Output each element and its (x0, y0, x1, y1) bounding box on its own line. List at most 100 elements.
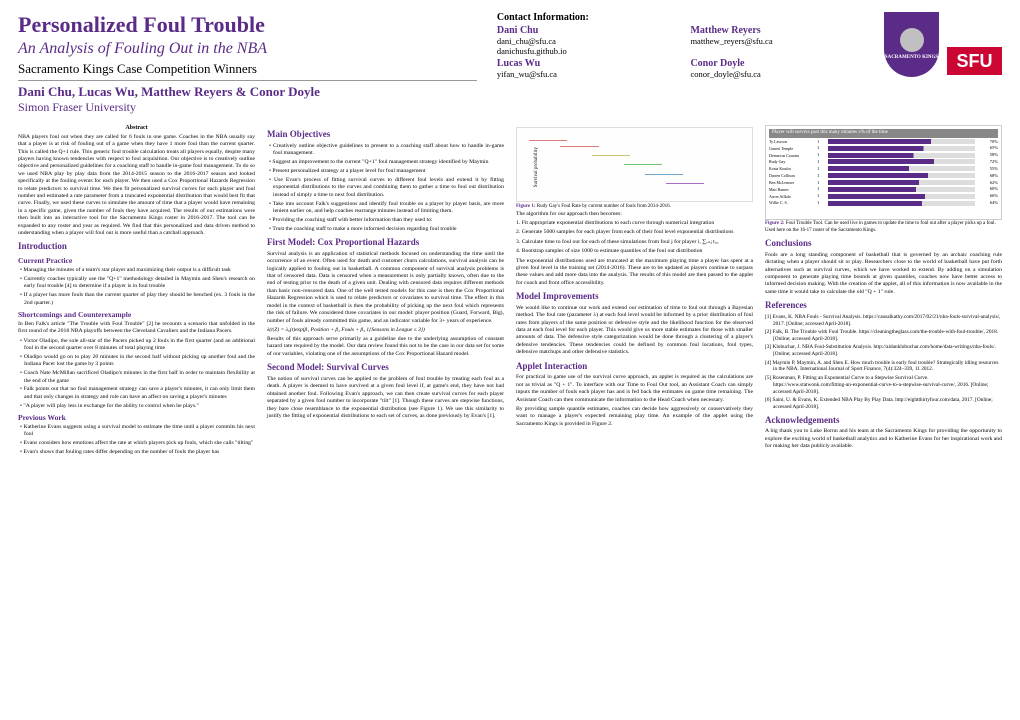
applet-rows: Ty Lawson170%Garrett Temple165%Demarcus … (769, 138, 998, 207)
pct-value: 60% (978, 186, 998, 192)
figure-1-chart: Survival probability (516, 127, 753, 202)
player-bar (828, 166, 975, 171)
contact-email: yifan_wu@sfu.ca (497, 69, 671, 79)
con-para: Fouls are a long standing component of b… (765, 252, 1002, 296)
player-name: Darren Collison (769, 173, 814, 178)
contact-email: conor_doyle@sfu.ca (690, 69, 864, 79)
fig-text: Rudy Gay's Foul Rate by current number o… (537, 204, 671, 209)
fm-formula: λ(t|Z) = λ₀(t)exp(β₁ Position + β₂ Fouls… (267, 327, 504, 334)
applet-player-row: Arron Afflalo166% (769, 193, 998, 199)
player-name: Ty Lawson (769, 139, 814, 144)
contact-2: Matthew Reyers matthew_reyers@sfu.ca (690, 25, 864, 56)
shortcomings-title: Shortcomings and Counterexample (18, 310, 255, 320)
abstract-label: Abstract (18, 125, 255, 133)
bullet: Victor Oladipo, the sole all-star of the… (24, 338, 255, 353)
applet-player-row: Ty Lawson170% (769, 139, 998, 145)
series-line (645, 174, 683, 175)
abstract-text: NBA players foul out when they are calle… (18, 134, 255, 238)
contact-email: dani_chu@sfu.ca (497, 36, 671, 46)
algo-intro: The algorithm for our approach then beco… (516, 211, 753, 218)
fig-label: Figure 1: (516, 204, 536, 209)
contact-name: Dani Chu (497, 25, 671, 36)
intro-title: Introduction (18, 241, 255, 253)
applet-player-row: Rudy Gay172% (769, 159, 998, 165)
bullet: Creatively outline objective guidelines … (273, 143, 504, 158)
columns: Abstract NBA players foul out when they … (0, 121, 1020, 720)
applet-player-row: Garrett Temple165% (769, 145, 998, 151)
ai-para2: By providing sample quantile estimates, … (516, 406, 753, 428)
bullet: Take into account Falk's suggestions and… (273, 201, 504, 216)
bullet: Evan's shows that fouling rates differ d… (24, 449, 255, 456)
column-4: Player will survive past this many minut… (765, 125, 1002, 710)
foul-col: 1 (817, 152, 825, 158)
refs-container: [1] Evans, K. NBA Fouls - Survival Analy… (765, 314, 1002, 411)
contact-name: Matthew Reyers (690, 25, 864, 36)
player-bar (828, 180, 975, 185)
applet-player-row: Ben McLemore162% (769, 180, 998, 186)
pct-value: 58% (978, 152, 998, 158)
bullet: "A player will play less in exchange for… (24, 403, 255, 410)
references-title: References (765, 300, 1002, 312)
player-bar (828, 201, 975, 206)
affiliation: Simon Fraser University (18, 100, 477, 115)
authors: Dani Chu, Lucas Wu, Matthew Reyers & Con… (18, 84, 477, 100)
pct-value: 64% (978, 200, 998, 206)
reference-item: [5] Rosenman, P. Fitting an Exponential … (773, 375, 1002, 396)
applet-player-row: Matt Barnes160% (769, 186, 998, 192)
algo-step: 1. Fit appropriate exponential distribut… (516, 220, 753, 227)
bullet: Falk points out that no foul management … (24, 386, 255, 401)
contact-3: Lucas Wu yifan_wu@sfu.ca (497, 58, 671, 79)
contact-grid: Dani Chu dani_chu@sfu.ca danichusfu.gith… (497, 25, 864, 79)
foul-col: 1 (817, 180, 825, 186)
survival-chart: Survival probability (529, 133, 741, 195)
column-3: Survival probability Figure 1: Rudy Gay'… (516, 125, 753, 710)
kings-logo-icon: SACRAMENTO KINGS (884, 12, 939, 77)
series-line (560, 146, 598, 147)
poster-root: Personalized Foul Trouble An Analysis of… (0, 0, 1020, 720)
mi-para: We would like to continue our work and e… (516, 305, 753, 357)
poster-subtitle: An Analysis of Fouling Out in the NBA (18, 40, 477, 58)
contact-site: danichusfu.github.io (497, 46, 671, 56)
fig-label: Figure 2: (765, 221, 785, 226)
player-name: Rudy Gay (769, 159, 814, 164)
pct-value: 68% (978, 173, 998, 179)
fig-text: Foul Trouble Tool. Can be used live in g… (765, 221, 996, 233)
foul-col: 1 (817, 200, 825, 206)
player-name: Ben McLemore (769, 180, 814, 185)
contact-1: Dani Chu dani_chu@sfu.ca danichusfu.gith… (497, 25, 671, 56)
bullet: Evans considers how emotions affect the … (24, 440, 255, 447)
contact-name: Lucas Wu (497, 58, 671, 69)
ed-para: The exponential distributions used are t… (516, 258, 753, 288)
player-name: Kosta Koufos (769, 166, 814, 171)
applet-title: Applet Interaction (516, 361, 753, 373)
fm-para2: Results of this approach serve primarily… (267, 336, 504, 358)
applet-player-row: Darren Collison168% (769, 173, 998, 179)
column-1: Abstract NBA players foul out when they … (18, 125, 255, 710)
fig2-caption: Figure 2: Foul Trouble Tool. Can be used… (765, 221, 1002, 234)
bullet: Present personalized strategy at a playe… (273, 168, 504, 175)
model-improve-title: Model Improvements (516, 291, 753, 303)
header: Personalized Foul Trouble An Analysis of… (0, 0, 1020, 121)
main-obj-title: Main Objectives (267, 129, 504, 141)
contact-block: Contact Information: Dani Chu dani_chu@s… (497, 12, 864, 115)
pct-value: 65% (978, 145, 998, 151)
player-bar (828, 153, 975, 158)
competition-line: Sacramento Kings Case Competition Winner… (18, 61, 477, 77)
foul-col: 1 (817, 193, 825, 199)
reference-item: [2] Falk, B. The Trouble with Foul Troub… (773, 329, 1002, 343)
previous-work-title: Previous Work (18, 413, 255, 423)
foul-col: 1 (817, 186, 825, 192)
algo-step: 2. Generate 5000 samples for each player… (516, 229, 753, 236)
ai-para1: For practical in game use of the surviva… (516, 374, 753, 404)
series-line (529, 140, 567, 141)
applet-player-row: Demarcus Cousins158% (769, 152, 998, 158)
applet-header: Player will survive past this many minut… (769, 129, 998, 138)
header-divider (18, 80, 477, 81)
algo-step: 3. Calculate time to foul out for each o… (516, 239, 753, 246)
contact-title: Contact Information: (497, 12, 864, 23)
bullet: Currently coaches typically use the "Q+1… (24, 276, 255, 291)
bullet: Trust the coaching staff to make a more … (273, 226, 504, 233)
contact-email: matthew_reyers@sfu.ca (690, 36, 864, 46)
series-line (624, 164, 662, 165)
player-bar (828, 194, 975, 199)
